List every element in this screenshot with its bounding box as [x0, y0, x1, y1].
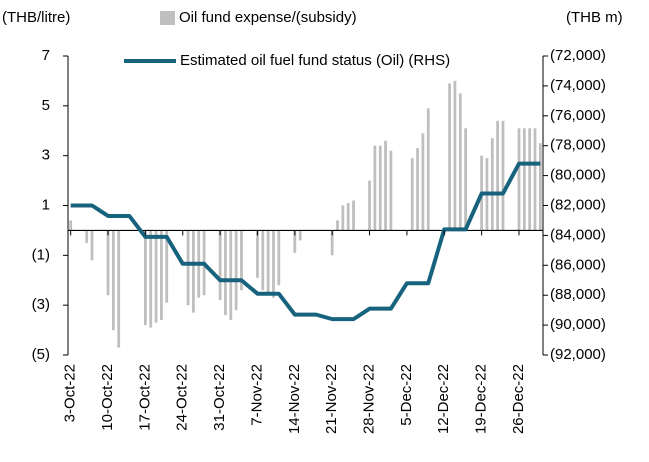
y2-tick-label: (92,000) [550, 346, 606, 363]
bar [106, 230, 110, 296]
x-tick-label: 3-Oct-22 [62, 364, 79, 422]
y-tick-label: 7 [42, 47, 50, 64]
y-unit-label: (THB/litre) [2, 9, 70, 26]
bar [538, 143, 542, 231]
x-tick-label: 7-Nov-22 [248, 364, 265, 426]
y-tick-label: (3) [32, 296, 50, 313]
bar [266, 230, 270, 296]
bar [501, 120, 505, 231]
bar [256, 230, 259, 278]
bar [458, 93, 462, 231]
bar [229, 230, 233, 321]
bar [373, 145, 377, 231]
y-tick-label: 5 [42, 97, 50, 114]
bar [224, 230, 227, 316]
bar [490, 138, 494, 231]
y2-tick-label: (86,000) [550, 256, 606, 273]
x-tick-label: 12-Dec-22 [435, 364, 452, 434]
bar [186, 230, 190, 306]
bar [218, 230, 222, 301]
bar [240, 230, 243, 291]
y2-tick-label: (72,000) [550, 47, 606, 64]
bar [352, 200, 355, 231]
bar [464, 128, 468, 231]
bar [421, 133, 425, 231]
bar [69, 220, 73, 231]
y-tick-label: (1) [32, 246, 50, 263]
bar [277, 230, 281, 286]
y2-tick-label: (80,000) [550, 167, 606, 184]
x-tick-label: 5-Dec-22 [398, 364, 415, 426]
y2-unit-label: (THB m) [566, 9, 623, 26]
bar [154, 230, 158, 323]
legend-swatch-bar [160, 11, 175, 25]
bar [453, 80, 457, 231]
bar [341, 205, 345, 231]
bar [272, 230, 275, 298]
bar [159, 230, 163, 321]
bar [528, 128, 532, 231]
bar [368, 180, 371, 231]
x-tick-label: 31-Oct-22 [211, 364, 228, 431]
y2-tick-label: (82,000) [550, 196, 606, 213]
bar [522, 128, 526, 231]
bar [90, 230, 94, 261]
bar [384, 140, 387, 231]
y2-tick-label: (84,000) [550, 226, 606, 243]
bar [533, 128, 537, 231]
x-tick-label: 24-Oct-22 [174, 364, 191, 431]
y2-tick-label: (88,000) [550, 286, 606, 303]
x-tick-label: 21-Nov-22 [323, 364, 340, 434]
bar [117, 230, 121, 348]
x-tick-label: 10-Oct-22 [99, 364, 116, 431]
bar [111, 230, 115, 331]
bar [293, 230, 297, 253]
bar [410, 158, 414, 231]
x-tick-label: 26-Dec-22 [510, 364, 527, 434]
bar [85, 230, 89, 243]
legend-label: Estimated oil fuel fund status (Oil) (RH… [180, 52, 450, 69]
bar [448, 83, 452, 231]
y2-tick-label: (74,000) [550, 77, 606, 94]
bar [496, 120, 500, 231]
bar [416, 148, 419, 231]
x-tick-label: 19-Dec-22 [473, 364, 490, 434]
line [70, 161, 541, 322]
bar [389, 150, 393, 231]
bar [378, 145, 382, 231]
bar [149, 230, 153, 328]
bar [234, 230, 238, 311]
bar [330, 230, 334, 256]
x-tick-label: 28-Nov-22 [361, 364, 378, 434]
bar [346, 203, 350, 231]
y2-tick-label: (76,000) [550, 107, 606, 124]
y-tick-label: (5) [32, 346, 50, 363]
bar [298, 230, 302, 241]
bar [143, 230, 147, 326]
bar [165, 230, 169, 303]
bar [517, 128, 521, 231]
y2-tick-label: (78,000) [550, 137, 606, 154]
x-tick-label: 17-Oct-22 [136, 364, 153, 431]
bar [192, 230, 195, 313]
bar [426, 108, 430, 231]
y2-tick-label: (90,000) [550, 316, 606, 333]
legend-label: Oil fund expense/(subsidy) [179, 9, 357, 26]
y-tick-label: 3 [42, 147, 50, 164]
bar [336, 220, 339, 231]
x-tick-label: 14-Nov-22 [286, 364, 303, 434]
y-tick-label: 1 [42, 196, 50, 213]
bar [261, 230, 265, 291]
